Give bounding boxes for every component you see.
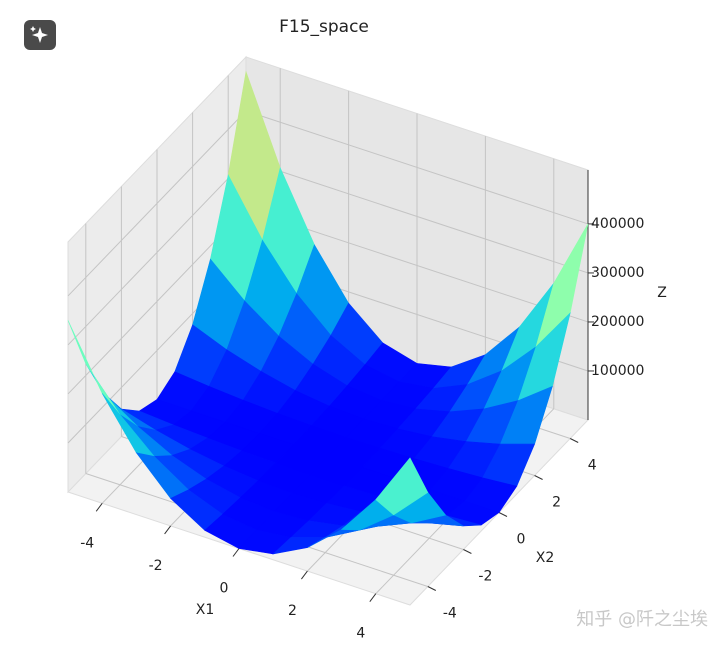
y-tick: [463, 549, 472, 554]
surface: [67, 70, 589, 555]
y-axis-label: X2: [536, 550, 555, 566]
y-tick-label: 2: [552, 495, 561, 511]
z-tick-label: 100000: [591, 363, 644, 379]
x-tick: [300, 570, 308, 580]
x-tick: [164, 525, 172, 535]
x-tick-label: 0: [220, 581, 229, 597]
y-tick: [534, 475, 543, 480]
y-tick-label: 0: [517, 532, 526, 548]
y-tick: [427, 586, 437, 591]
x-tick-label: 2: [288, 603, 297, 619]
watermark: 知乎 @阡之尘埃: [576, 609, 708, 630]
x-tick-label: 4: [356, 626, 365, 642]
x-tick: [232, 548, 240, 557]
grid-line: [67, 110, 247, 297]
chart-title: F15_space: [279, 17, 369, 37]
y-tick-label: -4: [443, 606, 457, 622]
x-tick: [95, 502, 103, 512]
axis-labels: X1 X2 Z: [196, 285, 667, 618]
x-tick: [369, 593, 377, 603]
grid-line: [67, 159, 247, 346]
grid-line: [245, 110, 589, 225]
y-tick-label: -2: [478, 569, 492, 585]
y-tick: [498, 512, 508, 517]
x-tick-label: -4: [80, 535, 94, 551]
grid-line: [245, 159, 589, 274]
z-tick-label: 300000: [591, 265, 644, 281]
z-axis-label: Z: [657, 285, 667, 301]
x-axis-label: X1: [196, 602, 215, 618]
z-tick-label: 200000: [591, 314, 644, 330]
y-tick-label: 4: [588, 458, 597, 474]
surface-cell: [375, 457, 429, 516]
z-tick-label: 400000: [591, 216, 644, 232]
sparkle-icon: [30, 26, 48, 43]
y-tick: [569, 438, 579, 443]
x-tick-label: -2: [149, 558, 163, 574]
